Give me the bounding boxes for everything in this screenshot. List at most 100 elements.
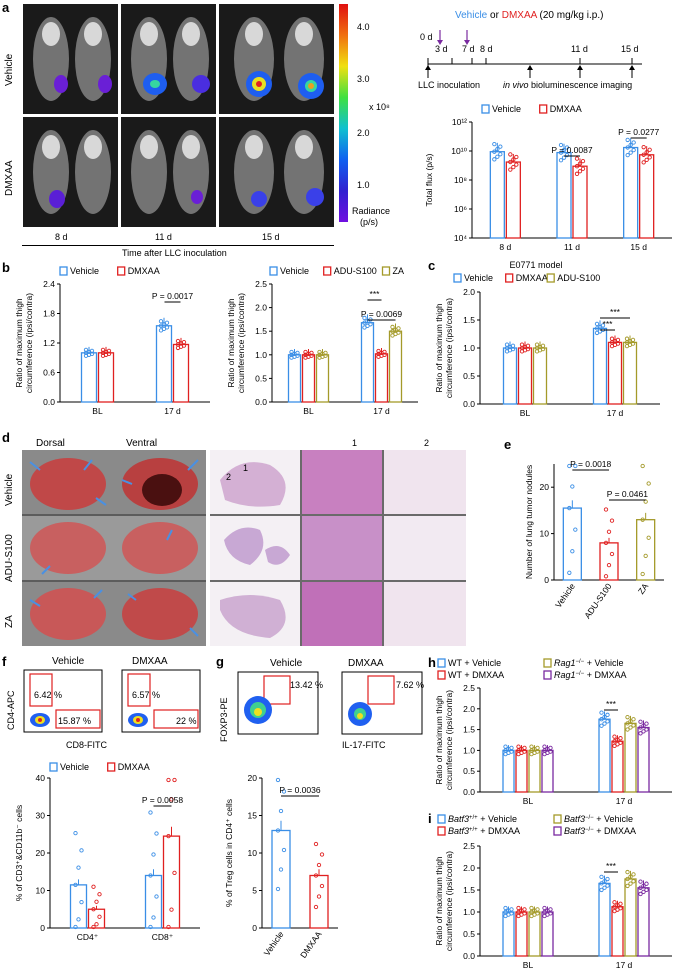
y-tick-label: 0.0 (463, 951, 475, 961)
x-tick-label: ADU-S100 (582, 581, 614, 620)
data-point (628, 719, 633, 724)
bar (315, 354, 330, 403)
flow-g-veh: 13.42 % (290, 680, 324, 690)
data-point (641, 160, 646, 165)
y-tick-label: 1.8 (43, 309, 55, 319)
data-point (644, 881, 649, 886)
data-point (313, 904, 319, 910)
data-point (154, 894, 159, 899)
data-point (628, 142, 633, 148)
legend-label: Batf3+/+ + Vehicle (448, 814, 517, 824)
y-tick-label: 1.5 (463, 885, 475, 895)
data-point (535, 907, 540, 912)
data-point (509, 745, 514, 751)
data-point (625, 727, 630, 732)
data-point (278, 867, 284, 872)
bar (502, 749, 515, 793)
bar (636, 519, 656, 581)
data-point (625, 876, 630, 882)
bar (541, 911, 554, 957)
data-point (628, 874, 633, 879)
data-point (319, 852, 325, 857)
data-point (511, 164, 516, 170)
data-point (281, 847, 287, 853)
bar (562, 507, 582, 581)
legend-swatch (437, 814, 446, 824)
data-point (382, 352, 387, 357)
data-point (644, 721, 649, 726)
data-point (624, 336, 630, 341)
x-tick-label: 17 d (164, 406, 181, 416)
data-point (573, 527, 578, 532)
bar (611, 906, 624, 957)
y-axis-label-1: Ratio of maximum thigh (436, 856, 444, 946)
legend-label: Vehicle (70, 266, 99, 276)
data-point (605, 876, 610, 882)
data-point (313, 841, 319, 847)
data-point (508, 167, 513, 172)
x-tick-label: 8 d (499, 242, 511, 252)
data-point (606, 529, 612, 534)
data-point (599, 710, 604, 715)
time-axis-line (22, 245, 334, 246)
data-point (573, 463, 578, 469)
bar (374, 353, 389, 403)
data-point (605, 712, 610, 717)
data-point (492, 157, 497, 162)
data-point (625, 721, 630, 726)
data-point (574, 156, 580, 161)
data-point (644, 157, 649, 163)
data-point (618, 906, 623, 911)
x-tick-label: DMXAA (298, 929, 324, 960)
legend-swatch (553, 814, 562, 824)
data-point (577, 169, 583, 174)
y-tick-label: 20 (248, 773, 258, 783)
data-point (641, 883, 646, 888)
data-point (638, 885, 643, 890)
data-point (564, 145, 570, 150)
data-point (535, 911, 540, 916)
y-axis-label-1: Ratio of maximum thigh (228, 298, 236, 388)
y-tick-label: 0.0 (463, 399, 475, 409)
y-tick-label: 1.5 (463, 725, 475, 735)
y-tick-label: 10 (36, 886, 46, 896)
day-3: 3 d (435, 44, 448, 54)
data-point (275, 886, 281, 892)
bar (144, 874, 163, 929)
y-tick-label: 2.5 (255, 279, 267, 289)
data-point (154, 831, 159, 836)
colorbar-tick-3: 3.0 (357, 74, 370, 84)
data-point (503, 744, 508, 749)
x-tick-label: ZA (636, 581, 651, 596)
data-point (166, 777, 171, 783)
bli-dmxaa-15d (219, 117, 334, 227)
data-point (514, 162, 519, 167)
y-tick-label: 5 (252, 886, 257, 896)
y-tick-label: 10¹² (452, 117, 467, 127)
data-point (368, 322, 373, 327)
data-point (609, 518, 615, 523)
bar (515, 911, 528, 957)
bar (532, 347, 548, 405)
lung-col-dorsal: Dorsal (36, 438, 65, 449)
timeline-axis (425, 58, 642, 78)
histo-region-1: 1 (243, 463, 249, 473)
y-axis-label-2: circumference (ipsi/contra) (444, 690, 454, 790)
data-point (641, 729, 646, 734)
data-point (534, 342, 540, 347)
data-point (97, 892, 102, 897)
data-point (510, 343, 516, 348)
bar (69, 884, 88, 929)
flow-f-title-vehicle: Vehicle (52, 656, 85, 667)
bar (301, 354, 316, 403)
day-0: 0 d (420, 32, 433, 42)
legend-swatch (481, 104, 490, 114)
panel-label-c: c (428, 258, 436, 273)
colorbar-tick-4: 4.0 (357, 22, 370, 32)
colorbar-unit: (p/s) (360, 217, 378, 227)
bar (489, 151, 505, 239)
data-point (542, 905, 547, 911)
histo-zoom-label-1: 1 (352, 438, 358, 448)
y-tick-label: 2.0 (463, 287, 475, 297)
legend-label: Vehicle (492, 104, 521, 114)
